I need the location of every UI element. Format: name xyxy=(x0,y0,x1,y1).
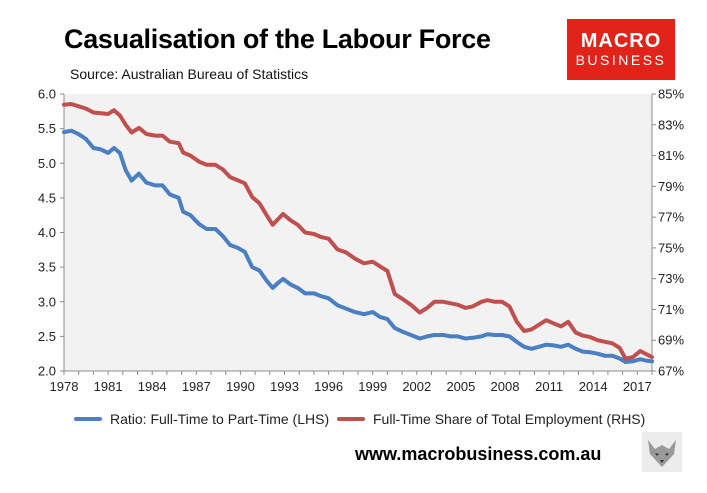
y-left-tick-label: 6.0 xyxy=(38,87,56,102)
y-right-tick-label: 73% xyxy=(658,271,684,286)
y-right-tick-label: 77% xyxy=(658,210,684,225)
x-tick-label: 2002 xyxy=(402,379,431,394)
y-left-tick-label: 4.0 xyxy=(38,225,56,240)
website-url[interactable]: www.macrobusiness.com.au xyxy=(355,444,602,464)
legend-label-ratio: Ratio: Full-Time to Part-Time (LHS) xyxy=(110,411,330,427)
x-tick-label: 1996 xyxy=(314,379,343,394)
y-left-tick-label: 3.5 xyxy=(38,260,56,275)
y-right-tick-label: 69% xyxy=(658,333,684,348)
x-tick-label: 1999 xyxy=(358,379,387,394)
x-tick-label: 1990 xyxy=(226,379,255,394)
y-left-tick-label: 3.0 xyxy=(38,294,56,309)
x-tick-label: 2005 xyxy=(446,379,475,394)
chart-series xyxy=(62,102,654,364)
series-line-ratio xyxy=(62,128,654,364)
x-tick-label: 1993 xyxy=(270,379,299,394)
legend-swatch-fulltime-share xyxy=(337,417,365,421)
series-line-fulltime-share xyxy=(62,102,654,361)
y-left-tick-label: 5.5 xyxy=(38,121,56,136)
x-tick-label: 2014 xyxy=(579,379,608,394)
x-tick-label: 2017 xyxy=(623,379,652,394)
y-left-tick-label: 2.5 xyxy=(38,329,56,344)
x-tick-label: 1984 xyxy=(138,379,167,394)
x-tick-label: 1987 xyxy=(182,379,211,394)
macrobusiness-logo: MACRO BUSINESS xyxy=(567,19,675,80)
x-tick-label: 2008 xyxy=(491,379,520,394)
legend-item-fulltime-share: Full-Time Share of Total Employment (RHS… xyxy=(337,409,645,429)
y-left-tick-label: 4.5 xyxy=(38,190,56,205)
chart-ticks: 2.0 2.5 3.0 3.5 4.0 4.5 5.0 5.5 6.0 67% 69% 71% 73% 7… xyxy=(38,87,685,395)
wolf-logo-graphic xyxy=(642,432,682,472)
chart-title: Casualisation of the Labour Force xyxy=(64,24,491,54)
y-right-tick-label: 85% xyxy=(658,87,684,102)
y-right-tick-label: 79% xyxy=(658,179,684,194)
logo-line-2: BUSINESS xyxy=(575,52,667,68)
legend-swatch-ratio xyxy=(74,417,102,421)
x-tick-label: 1978 xyxy=(50,379,79,394)
legend-item-ratio: Ratio: Full-Time to Part-Time (LHS) xyxy=(74,409,329,429)
wolf-logo-icon xyxy=(642,432,682,472)
chart-source: Source: Australian Bureau of Statistics xyxy=(70,66,309,82)
y-right-tick-label: 67% xyxy=(658,364,684,379)
legend-label-fulltime-share: Full-Time Share of Total Employment (RHS… xyxy=(373,411,646,427)
y-right-tick-label: 83% xyxy=(658,117,684,132)
y-right-tick-label: 81% xyxy=(658,148,684,163)
y-right-tick-label: 71% xyxy=(658,302,684,317)
logo-line-1: MACRO xyxy=(580,30,662,52)
y-left-tick-label: 5.0 xyxy=(38,156,56,171)
y-left-tick-label: 2.0 xyxy=(38,364,56,379)
y-right-tick-label: 75% xyxy=(658,240,684,255)
x-tick-label: 2011 xyxy=(535,379,563,394)
x-tick-label: 1981 xyxy=(94,379,123,394)
